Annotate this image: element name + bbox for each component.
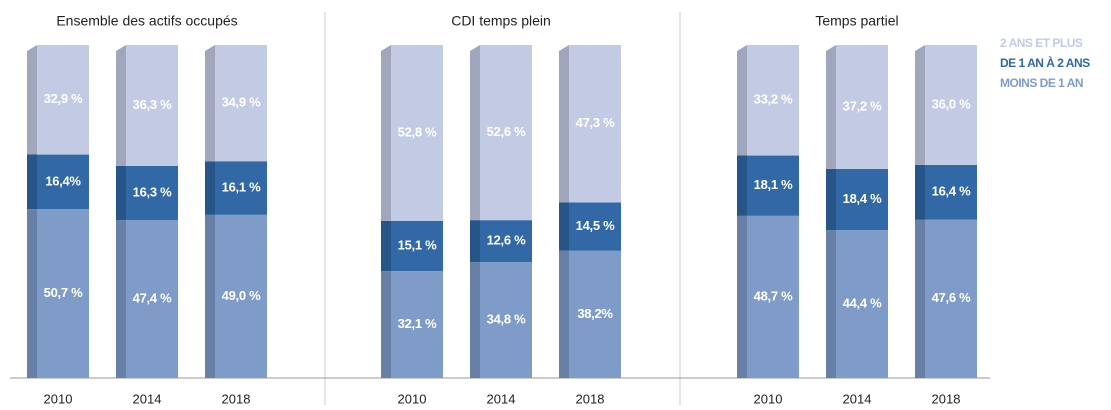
bar xyxy=(126,165,178,221)
x-tick-label: 2018 xyxy=(932,391,961,406)
value-label: 38,2% xyxy=(577,306,613,321)
bar xyxy=(37,45,89,155)
bar-side xyxy=(27,45,37,155)
x-tick-label: 2010 xyxy=(44,391,73,406)
legend-entry: MOINS DE 1 AN xyxy=(1000,76,1083,90)
value-label: 18,4 % xyxy=(843,191,882,206)
bar-side xyxy=(205,45,215,162)
value-label: 52,6 % xyxy=(487,124,526,139)
bar-side xyxy=(737,215,747,378)
bar-side xyxy=(470,45,480,221)
bar-side xyxy=(915,164,925,220)
bar-side xyxy=(826,168,836,231)
bar xyxy=(925,164,977,220)
bar xyxy=(480,262,532,378)
x-tick-label: 2018 xyxy=(576,391,605,406)
bar xyxy=(569,202,621,251)
bar xyxy=(925,219,977,378)
value-label: 18,1 % xyxy=(754,177,793,192)
bar-side xyxy=(116,220,126,378)
bar xyxy=(215,45,267,162)
x-tick-label: 2014 xyxy=(843,391,872,406)
bar xyxy=(836,230,888,378)
value-label: 50,7 % xyxy=(44,285,83,300)
bar-side xyxy=(381,271,391,378)
value-label: 32,1 % xyxy=(398,316,437,331)
bar-side xyxy=(915,219,925,378)
bar-side xyxy=(915,45,925,165)
bar xyxy=(391,271,443,378)
x-tick-label: 2010 xyxy=(398,391,427,406)
x-tick-label: 2014 xyxy=(133,391,162,406)
bar xyxy=(747,155,799,216)
bar-side xyxy=(470,220,480,263)
bar-side xyxy=(470,262,480,378)
bar-side xyxy=(116,45,126,166)
bar xyxy=(37,154,89,210)
value-label: 15,1 % xyxy=(398,237,437,252)
x-tick-label: 2010 xyxy=(754,391,783,406)
value-label: 12,6 % xyxy=(487,233,526,248)
bar xyxy=(37,209,89,378)
value-label: 16,3 % xyxy=(133,184,172,199)
bar xyxy=(747,45,799,156)
bar xyxy=(215,161,267,215)
bar xyxy=(391,220,443,272)
chart-title: Temps partiel xyxy=(815,13,898,29)
bar xyxy=(126,45,178,166)
legend-entry: 2 ANS ET PLUS xyxy=(1000,36,1083,50)
bar-side xyxy=(116,165,126,221)
bar xyxy=(126,220,178,378)
bar xyxy=(569,250,621,378)
value-label: 47,6 % xyxy=(932,290,971,305)
bar-side xyxy=(205,214,215,378)
value-label: 47,3 % xyxy=(576,115,615,130)
bar xyxy=(747,215,799,378)
bar-side xyxy=(737,45,747,156)
value-label: 34,9 % xyxy=(222,95,261,110)
value-label: 44,4 % xyxy=(843,296,882,311)
value-label: 33,2 % xyxy=(754,92,793,107)
value-label: 16,4 % xyxy=(932,184,971,199)
bar xyxy=(480,220,532,263)
value-label: 14,5 % xyxy=(576,218,615,233)
bar-side xyxy=(27,209,37,378)
x-tick-label: 2014 xyxy=(487,391,516,406)
bar xyxy=(925,45,977,165)
bar-side xyxy=(559,202,569,251)
bar-side xyxy=(27,154,37,210)
value-label: 47,4 % xyxy=(133,291,172,306)
bar xyxy=(569,45,621,203)
bar-side xyxy=(205,161,215,215)
bar-side xyxy=(559,250,569,378)
value-label: 52,8 % xyxy=(398,124,437,139)
value-label: 48,7 % xyxy=(754,288,793,303)
bar-side xyxy=(737,155,747,216)
chart-title: CDI temps plein xyxy=(451,13,551,29)
value-label: 16,4% xyxy=(45,173,81,188)
bar-side xyxy=(826,230,836,378)
bar xyxy=(836,168,888,231)
value-label: 49,0 % xyxy=(222,288,261,303)
bar-side xyxy=(559,45,569,203)
legend-entry: DE 1 AN À 2 ANS xyxy=(1000,55,1090,70)
value-label: 36,0 % xyxy=(932,96,971,111)
bar xyxy=(215,214,267,378)
bar-side xyxy=(381,220,391,272)
bar xyxy=(480,45,532,221)
bar xyxy=(391,45,443,221)
value-label: 36,3 % xyxy=(133,97,172,112)
bar xyxy=(836,45,888,169)
value-label: 34,8 % xyxy=(487,311,526,326)
value-label: 16,1 % xyxy=(222,179,261,194)
bar-side xyxy=(826,45,836,169)
value-label: 32,9 % xyxy=(44,91,83,106)
x-tick-label: 2018 xyxy=(222,391,251,406)
bar-side xyxy=(381,45,391,221)
value-label: 37,2 % xyxy=(843,98,882,113)
chart-title: Ensemble des actifs occupés xyxy=(56,13,237,29)
